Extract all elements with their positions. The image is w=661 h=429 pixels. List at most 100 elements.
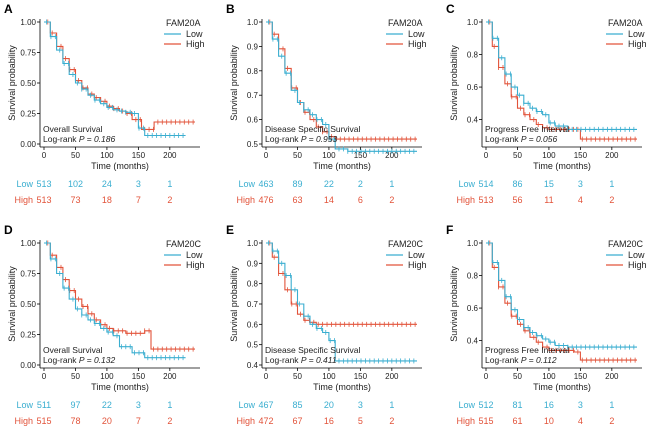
- y-tick-label: 0.6: [467, 83, 479, 92]
- survival-curve-low: [266, 242, 417, 362]
- x-axis-title: Time (months): [533, 161, 591, 171]
- y-axis-title: Survival probability: [7, 45, 17, 121]
- x-tick-label: 0: [484, 151, 489, 160]
- y-tick-label: 1.00: [20, 239, 36, 248]
- x-tick-label: 100: [100, 151, 114, 160]
- risk-count: 2: [389, 416, 394, 426]
- y-tick-label: 0.4: [467, 337, 479, 346]
- risk-count: 1: [167, 179, 172, 189]
- risk-count: 15: [544, 179, 554, 189]
- survival-type-label: Overall Survival: [43, 345, 103, 355]
- survival-type-label: Disease Specific Survival: [265, 345, 361, 355]
- legend-label-high: High: [628, 260, 647, 270]
- panel-f: F 0.4 0.6 0.8 1.0 0 50 100 150 200 Time (months) Su…: [446, 223, 647, 426]
- risk-count: 513: [478, 195, 493, 205]
- x-tick-label: 200: [605, 151, 619, 160]
- legend-title: FAM20A: [166, 18, 201, 28]
- risk-count: 472: [258, 416, 273, 426]
- risk-row-label-high: High: [456, 195, 475, 205]
- logrank-label: Log-rank P = 0.132: [43, 355, 116, 365]
- survival-curve-high: [486, 242, 637, 361]
- logrank-text: Log-rank: [265, 134, 301, 144]
- logrank-label: Log-rank P = 0.953: [265, 134, 338, 144]
- y-tick-label: 0.00: [20, 361, 36, 370]
- risk-count: 511: [37, 400, 51, 410]
- x-tick-label: 100: [322, 372, 336, 381]
- y-tick-label: 0.8: [467, 272, 479, 281]
- risk-row-label-low: Low: [16, 400, 33, 410]
- risk-count: 3: [578, 179, 583, 189]
- logrank-label: Log-rank P = 0.056: [485, 134, 558, 144]
- y-tick-label: 0.9: [247, 259, 259, 268]
- x-tick-label: 150: [574, 151, 588, 160]
- risk-count: 6: [358, 195, 363, 205]
- y-axis-title: Survival probability: [7, 266, 17, 342]
- panel-e: E 0.4 0.5 0.6 0.7 0.8 0.9 1.0 0 50 100 150 200 Time (…: [226, 223, 427, 426]
- y-tick-label: 0.50: [20, 300, 36, 309]
- risk-count: 63: [292, 195, 302, 205]
- risk-count: 10: [544, 416, 554, 426]
- risk-count: 86: [512, 179, 522, 189]
- risk-count: 2: [167, 416, 172, 426]
- x-tick-label: 200: [163, 151, 177, 160]
- legend-label-low: Low: [628, 29, 645, 39]
- risk-count: 463: [258, 179, 273, 189]
- risk-count: 4: [578, 416, 583, 426]
- legend-title: FAM20A: [608, 18, 643, 28]
- y-tick-label: 0.8: [247, 280, 259, 289]
- risk-count: 73: [70, 195, 80, 205]
- y-tick-label: 1.0: [467, 18, 479, 27]
- risk-count: 512: [478, 400, 493, 410]
- x-tick-label: 0: [42, 151, 47, 160]
- risk-count: 85: [292, 400, 302, 410]
- y-tick-label: 0.6: [247, 116, 259, 125]
- risk-count: 89: [292, 179, 302, 189]
- risk-count: 78: [70, 416, 80, 426]
- y-tick-label: 0.5: [247, 341, 259, 350]
- logrank-label: Log-rank P = 0.411: [265, 355, 337, 365]
- legend-title: FAM20C: [166, 239, 202, 249]
- x-tick-label: 200: [605, 372, 619, 381]
- x-axis-title: Time (months): [313, 161, 371, 171]
- x-tick-label: 0: [484, 372, 489, 381]
- risk-count: 24: [102, 179, 112, 189]
- y-tick-label: 0.25: [20, 331, 36, 340]
- risk-count: 513: [36, 179, 51, 189]
- panel-letter: A: [4, 2, 13, 16]
- logrank-label: Log-rank P = 0.186: [43, 134, 116, 144]
- risk-count: 1: [389, 179, 394, 189]
- risk-count: 14: [324, 195, 334, 205]
- panel-letter: F: [446, 223, 453, 237]
- y-tick-label: 1.0: [247, 239, 259, 248]
- p-value: P = 0.953: [301, 134, 338, 144]
- risk-count: 515: [478, 416, 493, 426]
- y-tick-label: 1.0: [247, 18, 259, 27]
- risk-count: 2: [609, 195, 614, 205]
- y-tick-label: 0.7: [247, 91, 259, 100]
- risk-count: 2: [609, 416, 614, 426]
- risk-count: 2: [167, 195, 172, 205]
- risk-count: 7: [136, 416, 141, 426]
- legend-label-low: Low: [408, 29, 425, 39]
- risk-count: 16: [544, 400, 554, 410]
- risk-row-label-high: High: [14, 416, 33, 426]
- x-tick-label: 200: [385, 372, 399, 381]
- risk-count: 7: [136, 195, 141, 205]
- risk-count: 22: [324, 179, 334, 189]
- risk-row-label-high: High: [456, 416, 475, 426]
- x-tick-label: 50: [71, 372, 80, 381]
- legend-title: FAM20A: [388, 18, 423, 28]
- y-tick-label: 0.6: [247, 320, 259, 329]
- y-tick-label: 0.8: [467, 51, 479, 60]
- x-tick-label: 0: [264, 151, 269, 160]
- risk-row-label-low: Low: [16, 179, 33, 189]
- risk-row-label-high: High: [236, 416, 255, 426]
- y-tick-label: 1.0: [467, 239, 479, 248]
- legend-label-low: Low: [186, 250, 203, 260]
- risk-count: 22: [102, 400, 112, 410]
- x-tick-label: 200: [385, 151, 399, 160]
- survival-curve-high: [486, 21, 637, 140]
- risk-count: 3: [358, 400, 363, 410]
- risk-count: 81: [512, 400, 522, 410]
- risk-count: 102: [68, 179, 83, 189]
